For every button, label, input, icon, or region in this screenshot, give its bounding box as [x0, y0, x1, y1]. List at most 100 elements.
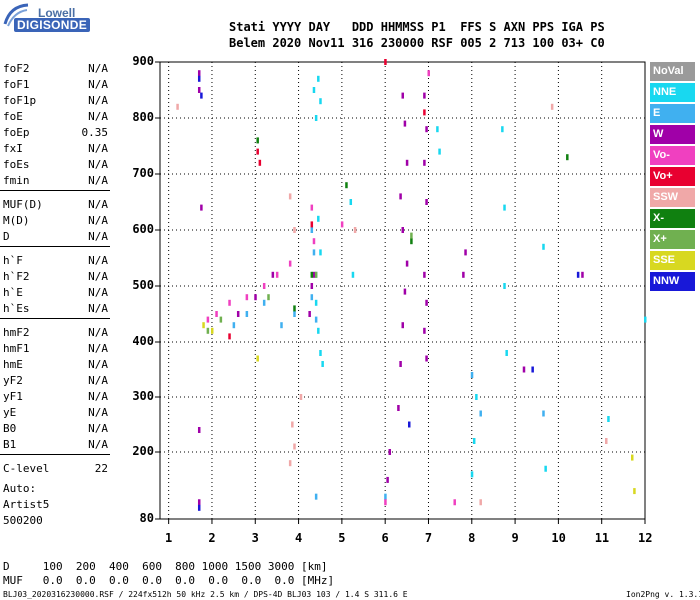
echo-point-nne — [503, 204, 506, 211]
echo-point-vo- — [310, 204, 314, 211]
separator — [0, 246, 110, 247]
echo-point-nne — [317, 215, 320, 222]
param-name: B0 — [3, 422, 17, 435]
param-value: N/A — [88, 78, 108, 91]
y-tick-label: 200 — [132, 444, 154, 458]
echo-point-w — [197, 499, 201, 506]
echo-point-e — [542, 410, 545, 417]
echo-point-w — [581, 271, 584, 278]
echo-point-w — [423, 327, 426, 334]
param-value: N/A — [88, 374, 108, 387]
legend-item-noval: NoVal — [650, 62, 695, 81]
legend-item-ssw: SSW — [650, 188, 695, 207]
echo-point-ssw — [288, 193, 292, 200]
echo-point-x- — [293, 305, 296, 312]
echo-point-w — [310, 283, 314, 289]
echo-point-nne — [544, 465, 547, 472]
param-value: 0.35 — [81, 126, 109, 139]
echo-point-vo- — [256, 148, 259, 155]
echo-point-nne — [314, 115, 318, 121]
param-name: fmin — [3, 174, 30, 187]
param-name: foE — [3, 110, 23, 123]
param-value: N/A — [88, 94, 108, 107]
param-row: MUF(D) N/A — [3, 198, 108, 213]
echo-point-vo- — [228, 299, 231, 306]
param-value: N/A — [88, 174, 108, 187]
legend-item-vo-: Vo- — [650, 146, 695, 165]
echo-point-x- — [314, 271, 318, 278]
echo-point-vo- — [312, 238, 316, 245]
param-row: h`F N/A — [3, 254, 108, 269]
echo-point-w — [236, 311, 240, 317]
echo-point-x- — [410, 232, 413, 239]
param-row: foF2 N/A — [3, 62, 108, 77]
echo-point-w — [401, 92, 404, 99]
param-name: h`E — [3, 286, 23, 299]
echo-point-nne — [312, 87, 316, 93]
echo-point-x- — [256, 137, 259, 144]
echo-point-nnw — [576, 271, 580, 278]
x-tick-label: 5 — [338, 531, 346, 545]
echo-point-sse — [210, 327, 214, 334]
echo-point-e — [232, 322, 236, 329]
echo-point-w — [425, 355, 428, 362]
echo-point-nne — [501, 126, 504, 133]
param-row: hmF1 N/A — [3, 342, 108, 357]
legend-item-x-: X+ — [650, 230, 695, 249]
x-tick-label: 3 — [251, 531, 259, 545]
echo-point-w — [405, 260, 409, 267]
param-value: N/A — [88, 270, 108, 283]
param-row: h`F2 N/A — [3, 270, 108, 285]
file-info: BLJ03_2020316230000.RSF / 224fx512h 50 k… — [3, 590, 408, 599]
param-value: N/A — [88, 214, 108, 227]
param-row: fxI N/A — [3, 142, 108, 157]
echo-point-nne — [438, 148, 441, 155]
separator — [0, 190, 110, 191]
x-tick-label: 8 — [468, 531, 476, 545]
echo-point-w — [401, 322, 404, 329]
param-row: foF1 N/A — [3, 78, 108, 93]
param-name: hmF1 — [3, 342, 30, 355]
y-tick-label: 800 — [132, 110, 154, 124]
echo-point-e — [262, 299, 266, 306]
x-tick-label: 12 — [638, 531, 653, 545]
echo-point-nne — [317, 75, 320, 82]
echo-point-e — [470, 372, 474, 378]
echo-point-nne — [351, 271, 355, 278]
param-value: N/A — [88, 342, 108, 355]
echo-point-nne — [503, 283, 506, 289]
legend-item-sse: SSE — [650, 251, 695, 270]
param-row: C-level 22 — [3, 462, 108, 477]
param-row: M(D) N/A — [3, 214, 108, 229]
echo-point-vo- — [453, 499, 456, 506]
param-row: foEp 0.35 — [3, 126, 108, 141]
echo-point-nne — [314, 299, 318, 306]
echo-point-nne — [319, 350, 322, 356]
echo-point-ssw — [299, 394, 303, 400]
param-name: yF2 — [3, 374, 23, 387]
echo-point-nne — [505, 350, 508, 356]
param-row: foE N/A — [3, 110, 108, 125]
param-value: N/A — [88, 254, 108, 267]
autoscale-artist: Artist5 — [3, 498, 50, 511]
echo-point-w — [425, 199, 428, 205]
param-value: N/A — [88, 302, 108, 315]
echo-point-w — [197, 87, 201, 93]
echo-point-vo- — [384, 499, 387, 506]
x-tick-label: 11 — [594, 531, 610, 545]
echo-point-sse — [202, 322, 205, 329]
echo-point-w — [522, 366, 526, 373]
autoscale-label: Auto: — [3, 482, 37, 495]
param-value: N/A — [88, 198, 108, 211]
echo-point-vo- — [206, 316, 210, 323]
param-name: foEs — [3, 158, 30, 171]
echo-point-e — [280, 322, 283, 329]
echo-point-ssw — [288, 460, 292, 467]
digisonde-swoosh-icon — [3, 3, 29, 27]
param-value: N/A — [88, 422, 108, 435]
param-name: hmF2 — [3, 326, 30, 339]
param-row: B0 N/A — [3, 422, 108, 437]
legend-item-nnw: NNW — [650, 272, 695, 291]
echo-point-ssw — [550, 103, 554, 110]
